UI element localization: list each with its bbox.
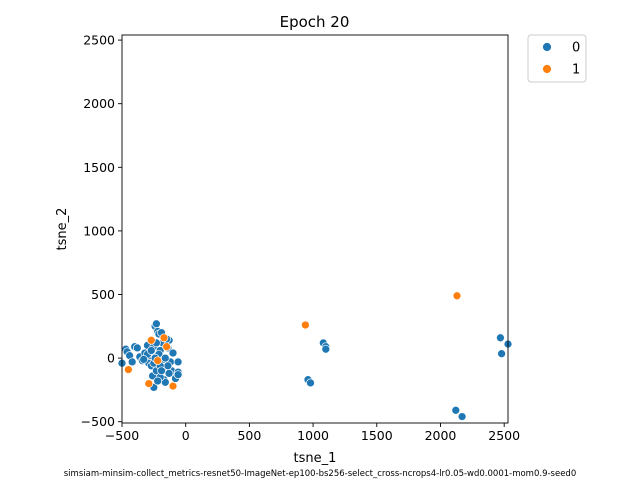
y-tick-label: 2000 (83, 96, 115, 111)
chart-title: Epoch 20 (280, 13, 350, 31)
x-tick-label: 1000 (297, 428, 329, 443)
legend: 0 1 (527, 34, 587, 83)
x-tick-label: 2500 (488, 428, 520, 443)
data-point-series-0 (173, 370, 183, 380)
x-tick-label: 0 (182, 428, 190, 443)
data-point-series-0 (457, 412, 467, 421)
data-points (117, 291, 513, 421)
data-point-series-0 (152, 319, 161, 329)
data-point-series-1 (162, 342, 171, 352)
data-point-series-1 (301, 320, 310, 330)
data-point-series-0 (497, 349, 506, 359)
data-point-series-0 (160, 353, 170, 363)
data-point-series-1 (144, 379, 154, 388)
run-name-footnote: simsiam-minsim-collect_metrics-resnet50-… (64, 469, 577, 479)
data-point-series-0 (139, 355, 149, 364)
data-point-series-1 (124, 365, 133, 374)
y-tick-label: 1500 (83, 160, 115, 175)
legend-marker-1 (542, 64, 552, 74)
data-point-series-0 (153, 376, 163, 386)
y-tick-label: 2500 (83, 33, 115, 48)
data-point-series-0 (132, 343, 142, 353)
data-point-series-0 (451, 405, 461, 415)
data-point-series-0 (168, 348, 178, 358)
x-axis-label: tsne_1 (294, 451, 337, 466)
data-point-series-1 (153, 356, 163, 366)
data-point-series-0 (496, 333, 505, 343)
legend-marker-0 (542, 42, 552, 52)
axis-ticks: −500 0 500 1000 1500 2000 2500 −500 0 500 1000 1500… (81, 33, 520, 443)
y-axis-label: tsne_2 (55, 208, 70, 251)
data-point-series-1 (159, 333, 169, 343)
data-point-series-0 (173, 357, 183, 367)
axes-frame (121, 34, 509, 424)
legend-label-0: 0 (572, 41, 580, 56)
y-tick-label: −500 (81, 414, 115, 429)
x-tick-label: −500 (105, 428, 139, 443)
data-point-series-0 (306, 378, 315, 388)
data-point-series-1 (452, 291, 462, 301)
data-point-series-0 (127, 357, 137, 367)
data-point-series-0 (164, 369, 174, 378)
x-tick-label: 2000 (425, 428, 457, 443)
data-point-series-0 (321, 344, 331, 354)
data-point-series-1 (146, 335, 156, 345)
x-tick-label: 1500 (361, 428, 393, 443)
y-tick-label: 0 (107, 351, 115, 366)
y-tick-label: 1000 (83, 223, 115, 238)
y-tick-label: 500 (91, 287, 115, 302)
data-point-series-0 (157, 366, 166, 376)
x-tick-label: 500 (237, 428, 261, 443)
data-point-series-1 (168, 381, 178, 391)
legend-label-1: 1 (572, 63, 580, 78)
data-point-series-0 (146, 346, 156, 355)
